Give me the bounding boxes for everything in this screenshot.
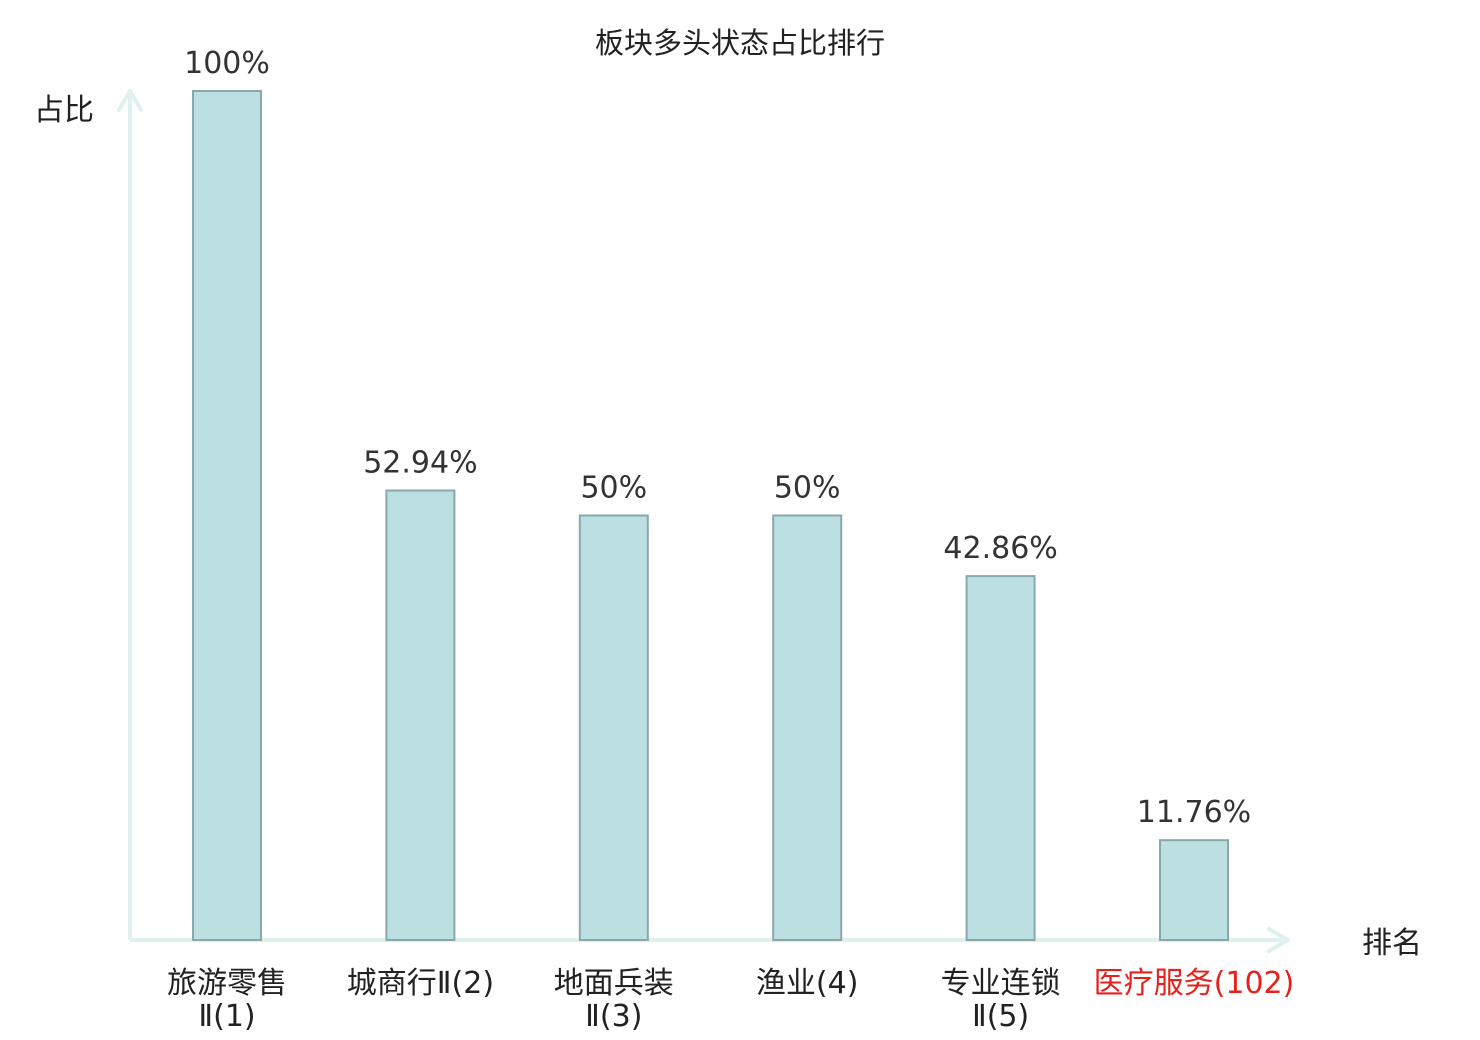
x-tick-label: 地面兵装 bbox=[554, 966, 674, 1001]
data-label: 42.86% bbox=[943, 531, 1057, 566]
bar bbox=[385, 489, 456, 941]
bars bbox=[192, 90, 1229, 942]
data-label: 50% bbox=[580, 471, 647, 506]
x-tick-label: Ⅱ(1) bbox=[198, 999, 255, 1034]
x-axis-label: 排名 bbox=[1362, 926, 1422, 961]
value-labels: 100% 52.94% 50% 50% 42.86% 11.76% bbox=[184, 46, 1251, 830]
axes bbox=[117, 89, 1290, 953]
data-label: 100% bbox=[184, 46, 270, 81]
x-tick-label: 专业连锁 bbox=[941, 966, 1061, 1001]
bar bbox=[578, 514, 649, 941]
data-label: 52.94% bbox=[363, 446, 477, 481]
x-tick-label: 城商行Ⅱ(2) bbox=[347, 966, 494, 1001]
x-tick-label: 医疗服务(102) bbox=[1094, 966, 1295, 1001]
x-tick-label: Ⅱ(3) bbox=[585, 999, 642, 1034]
x-axis-arrow-icon bbox=[1267, 927, 1290, 953]
bar bbox=[965, 575, 1036, 941]
x-tick-label: 渔业(4) bbox=[756, 966, 859, 1001]
y-axis-arrow-icon bbox=[117, 89, 143, 112]
y-axis-label: 占比 bbox=[34, 93, 94, 128]
x-tick-label: 旅游零售 bbox=[167, 966, 287, 1001]
data-label: 50% bbox=[774, 471, 841, 506]
bar bbox=[1159, 839, 1229, 942]
bar bbox=[192, 90, 262, 941]
x-tick-label: Ⅱ(5) bbox=[972, 999, 1029, 1034]
bar bbox=[772, 514, 843, 941]
data-label: 11.76% bbox=[1137, 795, 1251, 830]
chart-title: 板块多头状态占比排行 bbox=[595, 26, 885, 60]
